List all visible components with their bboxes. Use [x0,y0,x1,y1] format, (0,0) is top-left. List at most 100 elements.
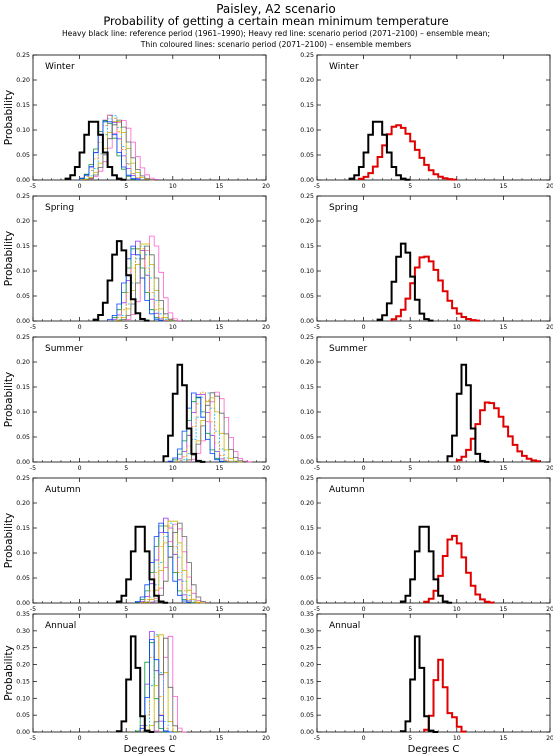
reference-line [348,120,411,181]
panel-label: Summer [329,344,367,354]
x-tick-label: 5 [124,183,128,190]
y-tick-label: 0.15 [16,678,30,685]
x-tick-label: 5 [408,606,412,613]
y-tick-label: 0.05 [300,434,314,441]
x-tick-label: -5 [314,324,320,331]
y-tick-label: 0.10 [300,550,314,557]
ensemble-member-line [121,245,178,322]
ensemble-member-line [186,392,248,463]
y-tick-label: 0.05 [16,575,30,582]
x-tick-label: -5 [314,735,320,742]
x-tick-label: -5 [30,606,36,613]
ensemble-mean-line [455,401,541,463]
panel-label: Winter [329,62,359,72]
plot-frame [316,54,551,181]
x-tick-label: 10 [169,324,177,331]
ensemble-member-line [125,235,183,321]
x-tick-label: 15 [215,735,223,742]
reference-line [92,240,150,322]
ensemble-member-line [79,115,145,180]
x-tick-label: 10 [169,465,177,472]
y-tick-label: 0.20 [300,500,314,507]
y-tick-label: 0.20 [300,359,314,366]
x-tick-label: 5 [408,735,412,742]
x-tick-label: -5 [314,183,320,190]
reference-line [64,120,127,181]
y-tick-label: 0.15 [300,243,314,250]
y-tick-label: 0.05 [16,152,30,159]
y-tick-label: 0.25 [16,334,30,341]
x-tick-label: 0 [362,183,366,190]
x-tick-label: 20 [546,183,553,190]
x-tick-label: 10 [169,183,177,190]
y-tick-label: 0.25 [16,645,30,652]
y-tick-label: 0.15 [300,525,314,532]
ensemble-member-line [111,248,164,321]
y-tick-label: 0.00 [300,729,314,736]
x-tick-label: 5 [408,465,412,472]
y-tick-label: 0.20 [300,662,314,669]
y-tick-label: 0.10 [16,268,30,275]
x-tick-label: 15 [499,465,507,472]
y-tick-label: 0.15 [16,102,30,109]
y-tick-label: 0.25 [16,475,30,482]
x-tick-label: 5 [124,324,128,331]
y-tick-label: 0.15 [16,384,30,391]
x-tick-label: 10 [169,735,177,742]
x-tick-label: 0 [362,735,366,742]
y-axis-label: Probability [3,231,15,287]
x-tick-label: 0 [362,324,366,331]
x-tick-label: 0 [362,606,366,613]
reference-line [376,242,434,322]
y-tick-label: 0.20 [16,218,30,225]
x-tick-label: 0 [78,735,82,742]
x-tick-label: 5 [124,735,128,742]
y-tick-label: 0.10 [300,409,314,416]
y-tick-label: 0.25 [16,52,30,59]
x-tick-label: 15 [499,324,507,331]
x-tick-label: 5 [124,465,128,472]
x-tick-label: 10 [453,183,461,190]
ensemble-mean-line [357,124,457,181]
x-tick-label: 5 [408,324,412,331]
y-tick-label: 0.35 [300,611,314,618]
plot-frame [316,195,551,322]
y-tick-label: 0.05 [16,293,30,300]
chart-panel-winter-mean: -5 0 5 10 15 20 0.00 0.05 0.10 0.15 0.20 0.25 Winter [300,52,553,190]
y-tick-label: 0.20 [300,218,314,225]
ensemble-member-line [88,119,155,181]
y-tick-label: 0.00 [16,729,30,736]
y-tick-label: 0.00 [300,459,314,466]
x-tick-label: 15 [499,606,507,613]
ensemble-member-line [79,121,141,181]
y-tick-label: 0.05 [16,434,30,441]
chart-panel-autumn-mean: -5 0 5 10 15 20 0.00 0.05 0.10 0.15 0.20 0.25 Autumn [300,475,553,613]
ensemble-member-line [177,391,234,463]
y-tick-label: 0.15 [16,243,30,250]
y-tick-label: 0.05 [300,152,314,159]
x-tick-label: 0 [78,183,82,190]
y-tick-label: 0.10 [300,127,314,134]
x-tick-label: 10 [453,465,461,472]
x-tick-label: 0 [78,465,82,472]
y-tick-label: 0.15 [300,384,314,391]
x-tick-label: 15 [215,324,223,331]
y-tick-label: 0.05 [300,575,314,582]
y-tick-label: 0.05 [300,293,314,300]
reference-line [399,525,453,604]
y-axis-label: Probability [3,645,15,701]
x-tick-label: -5 [30,465,36,472]
y-tick-label: 0.00 [16,600,30,607]
y-tick-label: 0.35 [16,611,30,618]
chart-panel-winter-members: -5 0 5 10 15 20 0.00 0.05 0.10 0.15 0.20 0.25 Winter… [3,52,270,190]
y-tick-label: 0.00 [300,600,314,607]
y-tick-label: 0.30 [16,628,30,635]
chart-panel-annual-mean: -5 0 5 10 15 20 0.00 0.05 0.10 0.15 0.20 0.25 0.30 0.… [300,611,553,755]
chart-panel-summer-mean: -5 0 5 10 15 20 0.00 0.05 0.10 0.15 0.20 0.25 Summer [300,334,553,472]
chart-panel-summer-members: -5 0 5 10 15 20 0.00 0.05 0.10 0.15 0.20 0.25 Summer… [3,334,270,472]
header-line-2: Probability of getting a certain mean mi… [103,14,448,28]
y-tick-label: 0.25 [300,334,314,341]
x-tick-label: 20 [262,606,270,613]
x-tick-label: 5 [124,606,128,613]
